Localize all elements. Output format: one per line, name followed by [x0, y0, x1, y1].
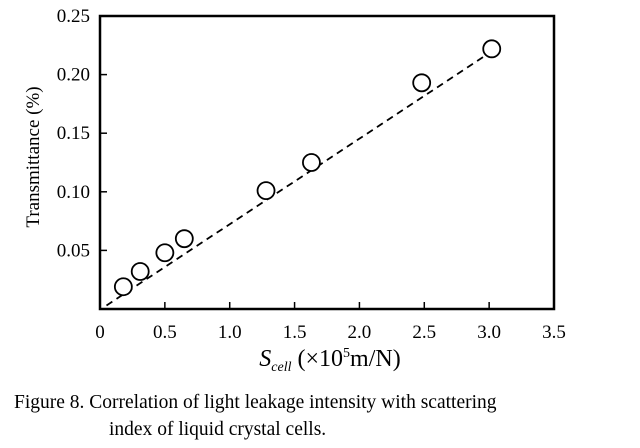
data-point — [130, 262, 150, 281]
fit-line-group — [105, 48, 497, 307]
data-point — [302, 153, 321, 172]
data-point — [482, 39, 502, 59]
x-axis-symbol: S — [259, 346, 272, 372]
data-point — [412, 73, 432, 93]
plot-frame — [98, 14, 556, 311]
x-tick-label: 0 — [95, 322, 105, 343]
x-tick-label: 2.0 — [348, 322, 372, 343]
x-axis-label: Scell (×105m/N) — [0, 346, 640, 376]
fit-line — [105, 48, 497, 307]
figure-caption: Figure 8. Correlation of light leakage i… — [14, 389, 630, 443]
caption-line-1: Figure 8. Correlation of light leakage i… — [14, 392, 497, 413]
x-axis-unit-prefix: (×10 — [291, 346, 344, 372]
x-tick-label: 1.0 — [218, 322, 242, 343]
y-tick-label: 0.25 — [57, 6, 90, 27]
x-axis-subscript: cell — [271, 360, 292, 375]
y-tick-label: 0.15 — [57, 123, 90, 144]
caption-line-2: index of liquid crystal cells. — [109, 419, 327, 440]
x-tick-label: 2.5 — [412, 322, 436, 343]
data-point — [113, 277, 133, 297]
data-points — [113, 39, 502, 297]
y-tick-label: 0.10 — [57, 182, 90, 203]
y-tick-label: 0.05 — [57, 240, 90, 261]
x-axis-exponent: 5 — [343, 346, 351, 361]
x-tick-label: 0.5 — [153, 322, 177, 343]
data-point — [256, 181, 276, 201]
x-axis-unit-suffix: m/N) — [350, 346, 401, 372]
y-axis-label: Transmittance (%) — [23, 86, 44, 228]
x-tick-label: 1.5 — [283, 322, 307, 343]
tick-labels: 0.05 0.10 0.15 0.20 0.25 0 0.5 1.0 1.5 2.0 2.5 3.0 3… — [57, 6, 566, 343]
data-point — [174, 229, 194, 249]
x-tick-label: 3.5 — [542, 322, 566, 343]
y-tick-label: 0.20 — [57, 65, 90, 86]
data-point — [155, 243, 175, 263]
x-tick-label: 3.0 — [477, 322, 501, 343]
